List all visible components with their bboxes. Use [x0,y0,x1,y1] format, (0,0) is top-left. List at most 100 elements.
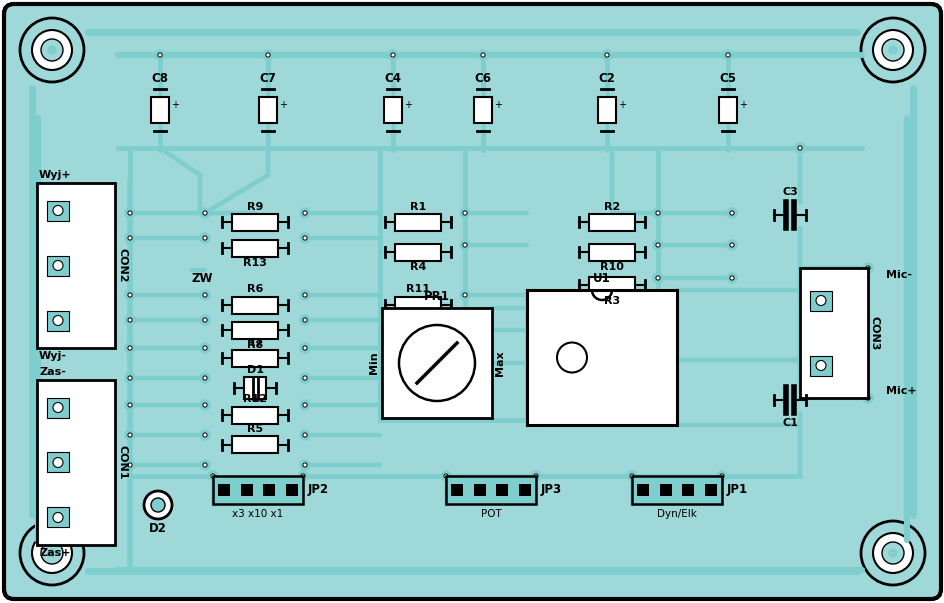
Circle shape [480,53,484,57]
Text: R11: R11 [406,285,430,294]
Circle shape [53,206,63,215]
Circle shape [391,53,395,57]
Circle shape [303,318,307,322]
Circle shape [652,208,663,218]
Circle shape [719,474,723,478]
Text: x3 x10 x1: x3 x10 x1 [232,509,283,519]
Circle shape [125,430,135,440]
Text: R4: R4 [410,262,426,273]
Bar [598,97,615,123]
Bar [259,97,277,123]
Text: C5: C5 [718,72,735,85]
Bar [232,239,278,256]
Bar [496,484,508,496]
Circle shape [203,433,207,437]
Circle shape [299,400,310,410]
Circle shape [533,474,537,478]
Bar [244,377,265,399]
Circle shape [794,143,804,153]
Text: Mic-: Mic- [885,270,911,280]
Text: CON1: CON1 [117,445,126,480]
Circle shape [655,211,660,215]
Circle shape [300,474,305,478]
Circle shape [601,50,612,60]
Circle shape [865,266,869,270]
Circle shape [888,549,892,553]
Circle shape [892,50,896,54]
Circle shape [478,50,487,60]
Circle shape [47,48,51,52]
Bar [704,484,716,496]
Circle shape [722,50,733,60]
Circle shape [127,376,132,380]
Circle shape [655,276,660,280]
Circle shape [881,39,903,61]
Bar [241,484,252,496]
Bar [47,311,69,330]
Circle shape [303,403,307,407]
Circle shape [125,460,135,470]
Circle shape [441,471,450,481]
Text: +: + [278,100,287,110]
Circle shape [48,553,52,557]
Circle shape [862,393,872,403]
Bar [47,201,69,221]
Circle shape [200,290,210,300]
Bar [636,484,649,496]
Bar [518,484,531,496]
Circle shape [729,243,733,247]
Circle shape [125,343,135,353]
Circle shape [303,346,307,350]
Circle shape [303,236,307,240]
Circle shape [299,233,310,243]
Circle shape [726,208,736,218]
Circle shape [52,553,56,557]
Bar [659,484,671,496]
Circle shape [32,533,72,573]
Circle shape [888,553,892,557]
Circle shape [892,46,896,50]
Text: Zas-: Zas- [39,367,66,377]
Circle shape [200,315,210,325]
Circle shape [125,208,135,218]
Bar [446,476,535,504]
Circle shape [299,290,310,300]
Bar [395,297,441,314]
Circle shape [203,236,207,240]
Circle shape [50,554,54,558]
Text: C3: C3 [782,187,797,197]
Circle shape [203,346,207,350]
Circle shape [887,551,891,555]
Circle shape [127,433,132,437]
Text: C7: C7 [260,72,277,85]
Circle shape [47,551,51,555]
Circle shape [460,240,469,250]
Bar [473,484,485,496]
Bar [527,290,676,425]
Circle shape [20,521,84,585]
Circle shape [48,50,52,54]
Circle shape [460,208,469,218]
Circle shape [463,243,466,247]
Text: R7: R7 [246,338,262,347]
Circle shape [125,373,135,383]
Text: R2: R2 [603,201,619,212]
Circle shape [299,208,310,218]
Circle shape [125,233,135,243]
Circle shape [52,549,56,553]
Circle shape [299,343,310,353]
Text: +: + [494,100,501,110]
Circle shape [888,50,892,54]
Bar [451,484,463,496]
Circle shape [299,315,310,325]
Bar [212,476,303,504]
Text: +: + [404,100,412,110]
Text: Zas+: Zas+ [39,548,71,558]
Circle shape [604,53,609,57]
Circle shape [50,548,54,552]
Text: Mic+: Mic+ [885,386,916,396]
Circle shape [872,30,912,70]
Circle shape [890,45,894,49]
Bar [800,268,868,398]
Bar [588,277,634,294]
